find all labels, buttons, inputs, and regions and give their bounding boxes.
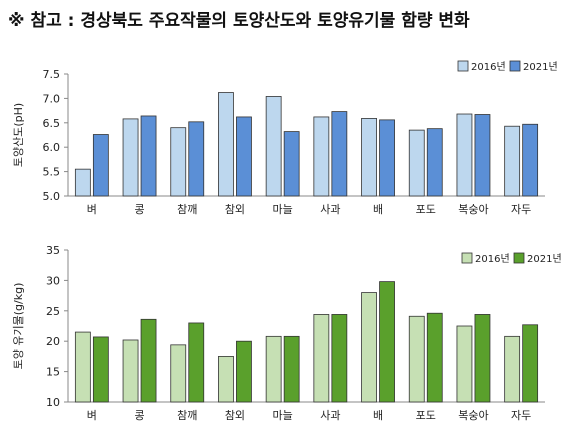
bar-2016년-콩	[122, 339, 139, 403]
x-tick-label: 복숭아	[458, 203, 488, 216]
legend-label: 2016년	[475, 253, 510, 265]
bar-2021년-포도	[426, 128, 443, 197]
legend-swatch	[513, 252, 525, 264]
x-tick-label: 벼	[87, 409, 97, 422]
y-tick-label: 6.0	[43, 141, 61, 154]
bar-2021년-자두	[522, 123, 539, 197]
bar-2016년-포도	[408, 315, 425, 403]
x-tick-label: 사과	[320, 409, 340, 422]
bar-2016년-참외	[218, 356, 234, 403]
bar-2016년-복숭아	[456, 113, 473, 197]
legend-label: 2021년	[523, 61, 558, 73]
x-tick-label: 배	[373, 409, 383, 422]
x-tick-label: 참외	[225, 409, 245, 422]
y-tick-label: 7.0	[43, 92, 61, 105]
bar-2021년-마늘	[283, 131, 300, 197]
y-tick-label: 5.5	[43, 166, 61, 179]
bar-2016년-사과	[313, 314, 330, 403]
bar-2016년-마늘	[265, 335, 282, 403]
soil-organic-matter-chart-svg: 10 15 20 25 30 35 토양 유기물(g/kg) 벼 콩 참깨 참외 마늘 사과 배 포도 복숭아…	[12, 244, 562, 422]
x-tick-label: 콩	[134, 409, 144, 422]
bar-2016년-배	[361, 292, 377, 403]
bar-2021년-참외	[236, 116, 252, 197]
x-tick-label: 마늘	[273, 203, 293, 216]
bar-2016년-사과	[313, 116, 330, 197]
bar-2021년-마늘	[283, 335, 300, 403]
bar-2016년-참깨	[170, 127, 187, 197]
y-axis-title: 토양 유기물(g/kg)	[12, 283, 25, 370]
bar-2021년-포도	[426, 312, 443, 403]
bar-2016년-참외	[218, 92, 234, 197]
legend-label: 2021년	[527, 253, 562, 265]
soil-organic-matter-chart: 10 15 20 25 30 35 토양 유기물(g/kg) 벼 콩 참깨 참외 마늘 사과 배 포도 복숭아…	[0, 240, 580, 438]
y-tick-label: 6.5	[43, 117, 61, 130]
bar-2016년-참깨	[170, 344, 187, 403]
bar-2016년-마늘	[265, 96, 282, 197]
y-tick-label: 7.5	[43, 68, 61, 81]
x-tick-label: 마늘	[273, 409, 293, 422]
bar-2016년-자두	[504, 125, 521, 197]
soil-ph-chart: 5.0 5.5 6.0 6.5 7.0 7.5 토양산도(pH) 벼 콩 참깨 참외 마늘 사과 배 포도 복…	[0, 42, 580, 237]
bar-2016년-복숭아	[456, 325, 473, 403]
x-tick-label: 사과	[320, 203, 340, 216]
x-tick-label: 콩	[134, 203, 144, 216]
legend-swatch	[461, 252, 473, 264]
x-tick-label: 자두	[511, 409, 531, 422]
y-tick-label: 20	[46, 335, 60, 348]
page-title: ※ 참고 : 경상북도 주요작물의 토양산도와 토양유기물 함량 변화	[8, 11, 470, 31]
x-tick-label: 벼	[87, 203, 97, 216]
bar-2016년-콩	[122, 118, 139, 197]
y-tick-label: 10	[46, 396, 60, 409]
y-tick-label: 30	[46, 274, 60, 287]
legend-swatch	[457, 60, 469, 72]
bar-2021년-배	[379, 119, 395, 197]
bar-2021년-배	[379, 281, 395, 403]
bar-2021년-복숭아	[474, 114, 491, 197]
x-tick-label: 포도	[416, 203, 436, 216]
x-tick-label: 자두	[511, 203, 531, 216]
bar-2016년-벼	[74, 168, 91, 197]
bar-2016년-자두	[504, 335, 521, 403]
x-tick-label: 배	[373, 203, 383, 216]
x-tick-label: 참외	[225, 203, 245, 216]
bar-2021년-참외	[236, 340, 252, 403]
legend-swatch	[509, 60, 521, 72]
bar-2016년-벼	[74, 331, 91, 403]
bar-2021년-콩	[140, 115, 157, 197]
bar-2021년-벼	[92, 134, 109, 197]
y-axis-title: 토양산도(pH)	[12, 103, 25, 167]
bar-2016년-배	[361, 118, 377, 197]
bar-2021년-자두	[522, 324, 539, 403]
bar-2021년-사과	[331, 111, 348, 197]
y-tick-label: 25	[46, 305, 60, 318]
bar-2021년-벼	[92, 336, 109, 403]
bar-2021년-참깨	[188, 121, 205, 197]
x-tick-label: 복숭아	[458, 409, 488, 422]
bar-2021년-참깨	[188, 322, 205, 403]
bar-2016년-포도	[408, 129, 425, 197]
y-tick-label: 5.0	[43, 190, 61, 203]
x-tick-label: 포도	[416, 409, 436, 422]
y-tick-label: 35	[46, 244, 60, 257]
legend-label: 2016년	[471, 61, 506, 73]
bar-2021년-복숭아	[474, 314, 491, 403]
bar-2021년-콩	[140, 318, 157, 403]
soil-ph-chart-svg: 5.0 5.5 6.0 6.5 7.0 7.5 토양산도(pH) 벼 콩 참깨 참외 마늘 사과 배 포도 복…	[12, 60, 558, 216]
y-tick-label: 15	[46, 366, 60, 379]
x-tick-label: 참깨	[177, 409, 197, 422]
bar-2021년-사과	[331, 314, 348, 403]
x-tick-label: 참깨	[177, 203, 197, 216]
